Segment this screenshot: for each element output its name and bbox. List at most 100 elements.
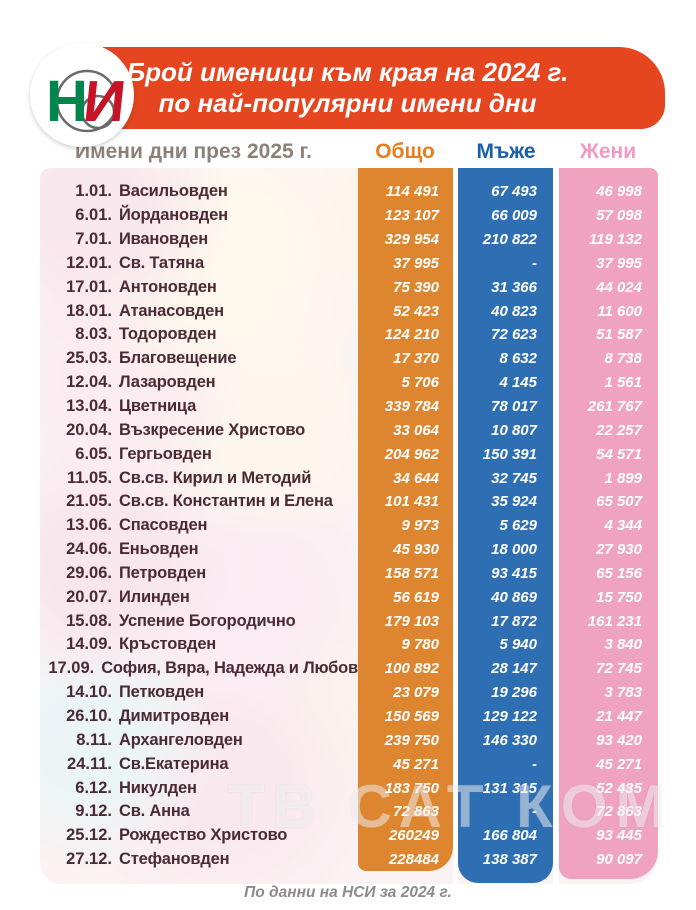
row-date: 20.07. [66, 587, 112, 606]
row-name: Никулден [119, 778, 197, 797]
banner-title-line2: по най-популярни имени дни [158, 88, 537, 118]
table-row: 24.11. Св.Екатерина 45 271 - 45 271 [40, 752, 658, 776]
cell-total: 101 431 [384, 493, 439, 511]
cell-men: 78 017 [491, 398, 537, 416]
cell-women: 27 930 [596, 541, 642, 559]
row-label: 12.04. Лазаровден [40, 373, 358, 392]
row-date: 7.01. [75, 230, 112, 249]
row-date: 26.10. [66, 706, 112, 725]
cell-men: 10 807 [491, 421, 537, 439]
cell-women: 37 995 [596, 254, 642, 272]
cell-women: 3 840 [604, 636, 642, 654]
row-name: Успение Богородично [119, 611, 296, 630]
cell-total: 9 973 [401, 517, 439, 535]
row-label: 6.05. Гергьовден [40, 445, 358, 464]
row-name: Йордановден [119, 206, 228, 225]
row-name: Св.св. Константин и Елена [119, 492, 333, 511]
cell-women: 93 445 [596, 827, 642, 845]
cell-women: 1 561 [604, 374, 642, 392]
row-label: 7.01. Ивановден [40, 230, 358, 249]
name-days-table: 1.01. Васильовден 114 491 67 493 46 998 6.01.… [40, 168, 658, 884]
table-row: 20.07. Илинден 56 619 40 869 15 750 [40, 585, 658, 609]
row-name: София, Вяра, Надежда и Любов [101, 659, 358, 678]
row-date: 13.04. [66, 397, 112, 416]
cell-women: 161 231 [587, 612, 642, 630]
row-label: 12.01. Св. Татяна [40, 254, 358, 273]
cell-total: 260249 [388, 827, 439, 845]
cell-total: 228484 [388, 851, 439, 869]
row-date: 1.01. [75, 182, 112, 201]
nsi-logo-icon: Н И [46, 69, 129, 134]
cell-total: 56 619 [393, 588, 439, 606]
cell-men: - [532, 803, 537, 821]
row-label: 29.06. Петровден [40, 564, 358, 583]
cell-women: 21 447 [596, 707, 642, 725]
cell-total: 33 064 [393, 421, 439, 439]
row-name: Стефановден [119, 850, 230, 869]
cell-total: 72 863 [393, 803, 439, 821]
table-row: 13.06. Спасовден 9 973 5 629 4 344 [40, 514, 658, 538]
row-name: Димитровден [119, 706, 230, 725]
table-row: 25.03. Благовещение 17 370 8 632 8 738 [40, 347, 658, 371]
cell-men: 93 415 [491, 564, 537, 582]
table-row: 29.06. Петровден 158 571 93 415 65 156 [40, 562, 658, 586]
table-row: 15.08. Успение Богородично 179 103 17 872 16… [40, 609, 658, 633]
cell-total: 123 107 [384, 207, 439, 225]
cell-men: 138 387 [482, 851, 537, 869]
cell-women: 15 750 [596, 588, 642, 606]
row-label: 6.12. Никулден [40, 779, 358, 798]
cell-women: 3 783 [604, 684, 642, 702]
row-name: Атанасовден [119, 301, 224, 320]
table-row: 17.01. Антоновден 75 390 31 366 44 024 [40, 275, 658, 299]
row-label: 25.03. Благовещение [40, 349, 358, 368]
cell-men: 31 366 [491, 278, 537, 296]
table-row: 25.12. Рождество Христово 260249 166 804 93 … [40, 824, 658, 848]
row-date: 18.01. [66, 301, 112, 320]
cell-men: 67 493 [491, 183, 537, 201]
svg-text:Н: Н [46, 69, 88, 134]
table-row: 24.06. Еньовден 45 930 18 000 27 930 [40, 538, 658, 562]
cell-women: 65 507 [596, 493, 642, 511]
cell-total: 124 210 [384, 326, 439, 344]
cell-men: - [532, 755, 537, 773]
cell-men: 8 632 [499, 350, 537, 368]
cell-men: 35 924 [491, 493, 537, 511]
row-name: Васильовден [119, 182, 228, 201]
row-name: Св.св. Кирил и Методий [119, 468, 312, 487]
row-date: 12.01. [66, 253, 112, 272]
table-row: 6.01. Йордановден 123 107 66 009 57 098 [40, 204, 658, 228]
row-name: Петровден [119, 563, 207, 582]
nsi-logo: Н И [30, 43, 134, 147]
row-date: 12.04. [66, 373, 112, 392]
cell-men: 40 869 [491, 588, 537, 606]
cell-total: 339 784 [384, 398, 439, 416]
row-label: 15.08. Успение Богородично [40, 612, 358, 631]
row-date: 25.12. [66, 826, 112, 845]
table-row: 20.04. Възкресение Христово 33 064 10 807 22… [40, 418, 658, 442]
source-note: По данни на НСИ за 2024 г. [244, 884, 452, 901]
cell-total: 329 954 [384, 231, 439, 249]
cell-women: 119 132 [588, 231, 642, 249]
column-header-men: Мъже [476, 140, 536, 163]
row-date: 14.09. [66, 635, 112, 654]
row-date: 17.09. [48, 659, 95, 678]
cell-men: 32 745 [491, 469, 537, 487]
row-label: 20.04. Възкресение Христово [40, 421, 358, 440]
cell-total: 239 750 [384, 731, 439, 749]
row-name: Благовещение [119, 349, 237, 368]
cell-women: 11 600 [597, 302, 642, 320]
table-row: 7.01. Ивановден 329 954 210 822 119 132 [40, 228, 658, 252]
row-name: Кръстовден [119, 635, 217, 654]
cell-total: 114 491 [385, 183, 439, 201]
table-row: 6.05. Гергьовден 204 962 150 391 54 571 [40, 442, 658, 466]
table-row: 8.11. Архангеловден 239 750 146 330 93 420 [40, 728, 658, 752]
row-label: 9.12. Св. Анна [40, 802, 358, 821]
table-row: 18.01. Атанасовден 52 423 40 823 11 600 [40, 299, 658, 323]
row-name: Архангеловден [119, 730, 243, 749]
row-date: 24.11. [67, 754, 112, 773]
cell-total: 34 644 [393, 469, 439, 487]
column-gap [553, 168, 559, 884]
cell-total: 23 079 [393, 684, 439, 702]
cell-total: 204 962 [384, 445, 439, 463]
svg-text:И: И [80, 69, 128, 134]
